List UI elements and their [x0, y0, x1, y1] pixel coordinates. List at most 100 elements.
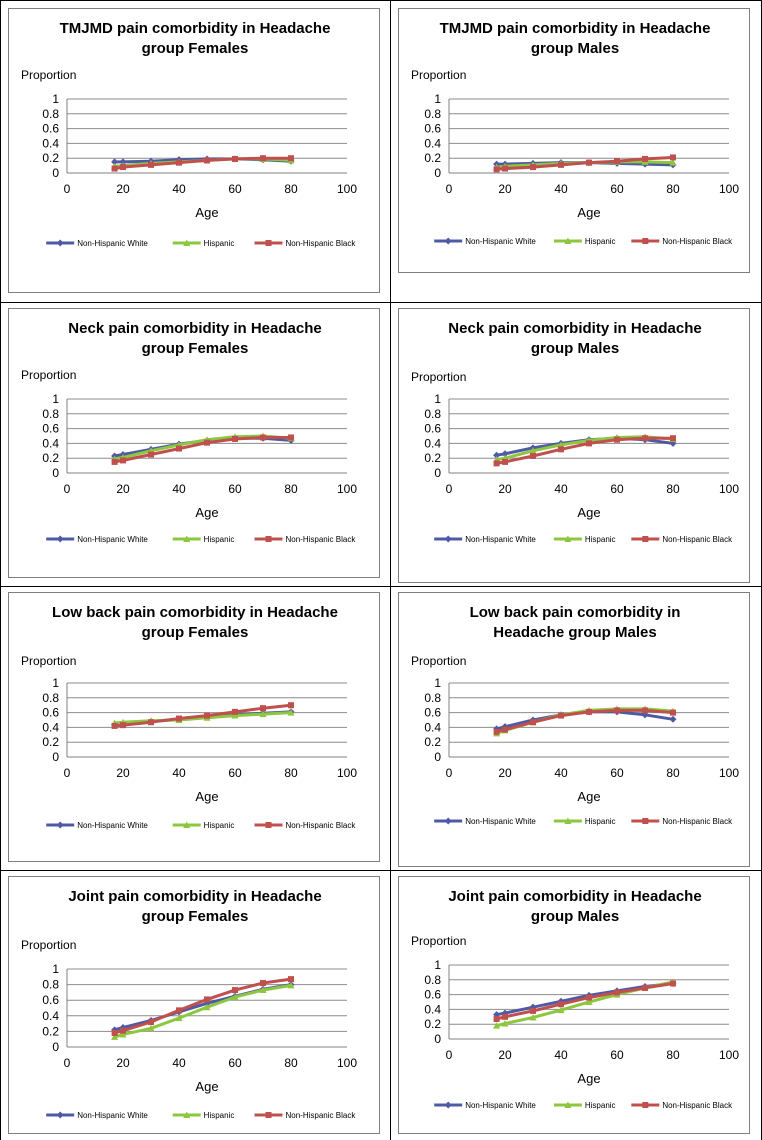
data-point — [287, 981, 295, 989]
y-tick-label: 1 — [52, 92, 59, 106]
data-point — [204, 157, 210, 164]
y-tick-label: 0.8 — [424, 407, 441, 421]
data-point — [120, 164, 126, 171]
data-point — [502, 726, 508, 733]
chart-svg: TMJMD pain comorbidity in Headache group … — [21, 20, 357, 248]
legend-marker — [564, 237, 572, 244]
y-axis-label: Proportion — [21, 68, 76, 82]
y-tick-label: 0 — [434, 166, 441, 180]
data-point — [529, 1014, 537, 1021]
x-tick-label: 0 — [64, 766, 71, 780]
series-line — [114, 156, 291, 171]
data-point — [176, 1007, 182, 1014]
x-tick-label: 80 — [666, 766, 680, 780]
data-point — [493, 460, 500, 467]
series-line — [496, 708, 674, 734]
y-tick-label: 0.6 — [424, 422, 441, 436]
y-tick-label: 0.8 — [42, 978, 59, 992]
legend-label: Hispanic — [204, 239, 235, 248]
x-tick-label: 0 — [446, 182, 453, 196]
chart-title: Neck pain comorbidity in Headache — [68, 320, 321, 337]
y-tick-label: 0.2 — [424, 1017, 441, 1031]
chart-title: group Males — [531, 40, 619, 57]
x-tick-label: 40 — [554, 182, 568, 196]
y-tick-label: 0.6 — [424, 122, 441, 136]
x-tick-label: 20 — [116, 1056, 130, 1070]
legend-label: Non-Hispanic White — [77, 535, 148, 544]
data-point — [175, 1014, 183, 1022]
data-point — [557, 1006, 565, 1014]
data-point — [288, 976, 294, 983]
data-point — [530, 1007, 536, 1014]
x-tick-label: 40 — [554, 482, 568, 496]
x-tick-label: 100 — [337, 482, 357, 496]
y-tick-label: 1 — [434, 958, 441, 972]
data-point — [120, 457, 126, 464]
y-tick-label: 0 — [434, 750, 441, 764]
legend-marker — [183, 239, 191, 246]
data-point — [260, 434, 266, 441]
data-point — [493, 1011, 501, 1019]
y-tick-label: 0.6 — [42, 122, 59, 136]
series-line — [496, 436, 673, 465]
y-tick-label: 0.2 — [424, 451, 441, 465]
legend-marker — [642, 536, 649, 542]
legend-label: Hispanic — [204, 821, 235, 830]
y-tick-label: 0.2 — [424, 735, 441, 749]
x-axis-label: Age — [195, 1079, 218, 1094]
x-tick-label: 20 — [498, 482, 512, 496]
chart-title: Low back pain comorbidity in Headache — [52, 604, 338, 621]
data-point — [147, 1024, 155, 1032]
data-point — [148, 451, 154, 458]
x-tick-label: 100 — [719, 182, 739, 196]
grid-divider-h3 — [0, 870, 762, 871]
legend-marker — [444, 535, 452, 543]
data-point — [558, 446, 564, 453]
x-tick-label: 100 — [337, 766, 357, 780]
data-point — [614, 436, 620, 443]
legend-label: Hispanic — [585, 535, 616, 544]
legend-label: Hispanic — [585, 237, 616, 246]
data-point — [670, 154, 676, 161]
data-point — [670, 435, 676, 442]
data-point — [111, 1029, 118, 1036]
chart-title: TMJMD pain comorbidity in Headache — [440, 20, 711, 37]
y-tick-label: 0 — [52, 466, 59, 480]
y-tick-label: 0.4 — [424, 1002, 441, 1016]
legend-label: Non-Hispanic Black — [662, 237, 733, 246]
x-tick-label: 60 — [228, 766, 242, 780]
data-point — [493, 1022, 501, 1029]
legend-label: Hispanic — [204, 535, 235, 544]
y-tick-label: 0.6 — [42, 706, 59, 720]
y-tick-label: 1 — [52, 676, 59, 690]
chart-title: group Females — [142, 624, 249, 641]
x-tick-label: 60 — [610, 766, 624, 780]
y-tick-label: 0.4 — [42, 436, 59, 450]
data-point — [260, 705, 266, 712]
chart-title: group Females — [142, 340, 249, 357]
y-tick-label: 0 — [434, 1032, 441, 1046]
chart-panel: Neck pain comorbidity in Headache group M… — [398, 308, 750, 583]
x-tick-label: 0 — [64, 482, 71, 496]
grid-divider-h2 — [0, 586, 762, 587]
data-point — [148, 161, 154, 168]
data-point — [111, 158, 119, 166]
y-tick-label: 0.2 — [42, 151, 59, 165]
legend-marker — [642, 238, 649, 244]
chart-svg: Joint pain comorbidity in Headache group … — [411, 888, 739, 1110]
data-point — [585, 998, 593, 1005]
data-point — [558, 1001, 564, 1008]
x-tick-label: 100 — [337, 1056, 357, 1070]
legend-label: Non-Hispanic White — [77, 239, 148, 248]
x-tick-label: 80 — [284, 1056, 298, 1070]
legend-label: Non-Hispanic White — [465, 1101, 536, 1110]
y-tick-label: 0.4 — [42, 720, 59, 734]
chart-title: Headache group Males — [493, 624, 656, 641]
legend-label: Non-Hispanic White — [77, 1111, 148, 1120]
x-tick-label: 100 — [719, 766, 739, 780]
chart-title: group Males — [531, 340, 619, 357]
chart-svg: Neck pain comorbidity in Headache group F… — [21, 320, 357, 544]
data-point — [232, 987, 238, 994]
x-tick-label: 100 — [337, 182, 357, 196]
series-line — [114, 977, 292, 1035]
